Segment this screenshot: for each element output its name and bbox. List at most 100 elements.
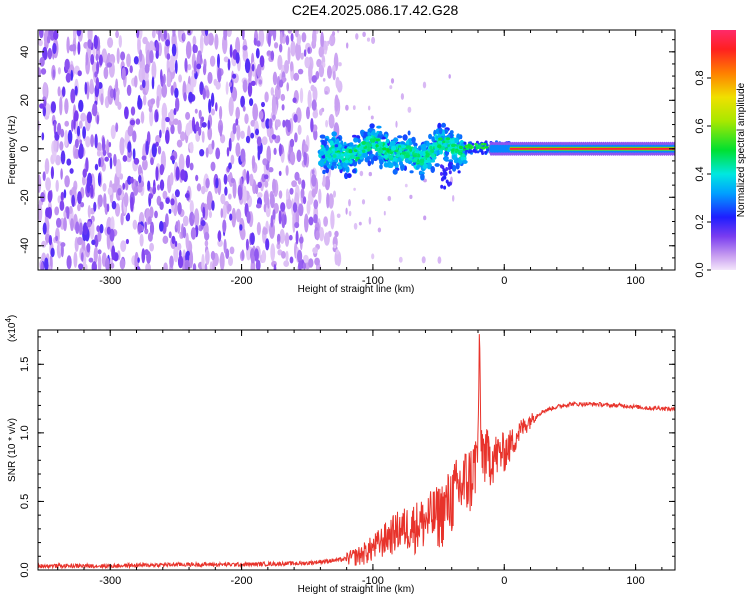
spectrogram-cell bbox=[370, 158, 374, 165]
spectrogram-cell bbox=[283, 260, 290, 267]
spectrogram-cell bbox=[205, 89, 210, 99]
spectrogram-cell bbox=[451, 165, 457, 172]
spectrogram-cell bbox=[220, 208, 224, 219]
spectrogram-y-label: Frequency (Hz) bbox=[7, 116, 18, 185]
spectrogram-cell bbox=[440, 171, 443, 176]
spectrogram-cell bbox=[65, 72, 72, 83]
spectrogram-cell bbox=[165, 197, 170, 204]
spectrogram-cell bbox=[78, 263, 84, 270]
spectrogram-cell bbox=[256, 40, 261, 47]
spectrogram-cell bbox=[258, 79, 263, 85]
spectrogram-cell bbox=[443, 185, 447, 190]
spectrogram-cell bbox=[103, 66, 109, 80]
spectrogram-cell bbox=[74, 138, 79, 149]
spectrogram-cell bbox=[230, 177, 235, 184]
spectrogram-cell bbox=[378, 149, 384, 154]
spectrogram-cell bbox=[93, 201, 97, 212]
spectrogram-cell bbox=[256, 222, 261, 236]
spectrogram-cell bbox=[161, 83, 168, 98]
spectrogram-cell bbox=[270, 50, 275, 61]
spectrogram-cell bbox=[235, 118, 239, 126]
spectrogram-cell bbox=[118, 35, 123, 48]
spectrogram-cell bbox=[285, 188, 289, 201]
spectrogram-cell bbox=[113, 153, 117, 167]
spectrogram-cell bbox=[324, 138, 328, 142]
spectrogram-cell bbox=[280, 202, 286, 212]
spectrogram-cell bbox=[319, 150, 325, 156]
spectrogram-cell bbox=[97, 230, 102, 242]
spectrogram-cell bbox=[154, 210, 158, 219]
spectrogram-cell bbox=[50, 101, 57, 113]
spectrogram-cell bbox=[336, 213, 341, 219]
spectrogram-cell bbox=[188, 91, 194, 103]
spectrogram-cell bbox=[369, 138, 374, 143]
spectrogram-cell bbox=[168, 208, 172, 214]
spectrogram-cell bbox=[313, 129, 318, 141]
spectrogram-cell bbox=[420, 143, 427, 150]
spectrogram-cell bbox=[367, 160, 372, 167]
spectrogram-cell bbox=[210, 161, 216, 172]
spectrogram-cell bbox=[171, 43, 177, 57]
spectrogram-cell bbox=[256, 136, 262, 147]
spectrogram-cell bbox=[318, 46, 325, 58]
spectrogram-cell bbox=[379, 159, 384, 165]
spectrogram-cell bbox=[119, 173, 124, 180]
spectrogram-cell bbox=[60, 168, 63, 180]
spectrogram-cell bbox=[85, 157, 89, 173]
spectrogram-cell bbox=[367, 147, 372, 151]
spectrogram-cell bbox=[150, 98, 156, 105]
spectrogram-cell bbox=[52, 42, 57, 55]
spectrogram-cell bbox=[287, 119, 291, 133]
spectrogram-x-tick-label: 100 bbox=[626, 275, 644, 287]
spectrogram-cell bbox=[88, 257, 94, 263]
spectrogram-cell bbox=[323, 216, 328, 227]
spectrogram-cell bbox=[177, 242, 182, 251]
spectrogram-cell bbox=[170, 198, 175, 206]
spectrogram-cell bbox=[180, 131, 186, 142]
spectrogram-cell bbox=[77, 191, 82, 205]
spectrogram-cell bbox=[261, 136, 268, 146]
spectrogram-cell bbox=[362, 31, 366, 37]
spectrogram-cell bbox=[166, 71, 171, 88]
spectrogram-cell bbox=[70, 69, 74, 81]
spectrogram-cell bbox=[106, 139, 110, 156]
spectrogram-cell bbox=[198, 109, 202, 120]
spectrogram-cell bbox=[331, 131, 338, 137]
spectrogram-cell bbox=[57, 195, 62, 204]
spectrogram-cell bbox=[278, 143, 282, 157]
spectrogram-cell bbox=[426, 162, 432, 170]
spectrogram-cell bbox=[311, 174, 317, 187]
spectrogram-cell bbox=[256, 63, 262, 78]
spectrogram-cell bbox=[158, 30, 161, 42]
spectrogram-cell bbox=[425, 152, 430, 158]
spectrogram-cell bbox=[449, 130, 454, 135]
spectrogram-cell bbox=[447, 182, 451, 187]
spectrogram-cell bbox=[177, 202, 182, 215]
spectrogram-cell bbox=[217, 53, 220, 68]
spectrogram-cell bbox=[222, 204, 227, 220]
spectrogram-cell bbox=[99, 223, 104, 234]
spectrogram-cell bbox=[105, 257, 110, 270]
spectrogram-cell bbox=[405, 157, 409, 164]
spectrogram-cell bbox=[279, 229, 285, 244]
spectrogram-cell bbox=[199, 34, 204, 54]
spectrogram-cell bbox=[74, 148, 80, 159]
spectrogram-cell bbox=[345, 166, 350, 173]
spectrogram-cell bbox=[300, 52, 304, 60]
spectrogram-cell bbox=[222, 219, 227, 233]
spectrogram-cell bbox=[97, 254, 102, 270]
spectrogram-cell bbox=[306, 200, 311, 215]
spectrogram-cell bbox=[277, 233, 281, 242]
spectrogram-cell bbox=[484, 140, 488, 144]
spectrogram-cell bbox=[457, 170, 461, 174]
spectrogram-cell bbox=[319, 109, 323, 116]
spectrogram-cell bbox=[427, 157, 431, 161]
spectrogram-cell bbox=[177, 119, 182, 135]
spectrogram-cell bbox=[44, 158, 50, 175]
spectrogram-cell bbox=[264, 91, 269, 103]
spectrogram-cell bbox=[209, 261, 213, 270]
spectrogram-cell bbox=[327, 40, 332, 44]
spectrogram-cell bbox=[332, 70, 336, 81]
snr-multiplier-exponent: 4 bbox=[4, 318, 13, 323]
spectrogram-cell bbox=[294, 30, 299, 38]
